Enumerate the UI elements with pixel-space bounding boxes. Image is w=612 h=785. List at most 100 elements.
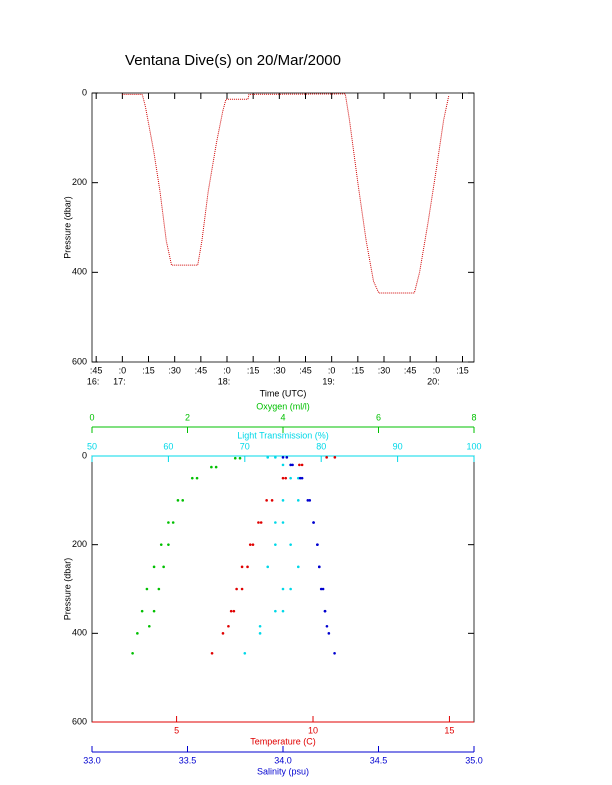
x-tick-label: :45	[195, 365, 208, 375]
x-tick-label: :15	[352, 365, 365, 375]
data-point	[281, 521, 285, 524]
data-point	[246, 565, 249, 569]
data-point	[319, 587, 323, 591]
x-tick-label: :15	[247, 365, 260, 375]
data-point	[289, 463, 292, 467]
data-point	[289, 587, 292, 591]
data-point	[289, 543, 292, 546]
x-tick-label: :30	[273, 365, 286, 375]
x-tick-label: 6	[376, 412, 381, 422]
data-point	[145, 587, 149, 591]
data-point	[316, 543, 319, 546]
x-tick-label: :15	[142, 365, 155, 375]
data-point	[281, 476, 285, 480]
pressure-line	[122, 93, 450, 294]
x-hour-label: 16:	[87, 376, 100, 386]
x-tick-label: 15	[444, 725, 454, 735]
data-point	[238, 456, 242, 460]
x-axis-label: Oxygen (ml/l)	[256, 401, 310, 411]
data-point	[281, 609, 285, 613]
y-tick-label: 200	[72, 539, 87, 549]
y-axis-label: Pressure (dbar)	[62, 558, 72, 621]
data-point	[243, 651, 247, 655]
data-point	[327, 632, 331, 635]
data-point	[240, 587, 244, 591]
x-tick-label: 35.0	[465, 755, 483, 765]
data-point	[221, 632, 225, 635]
data-point	[152, 565, 156, 569]
data-point	[235, 587, 238, 591]
x-tick-label: 70	[240, 441, 250, 451]
data-point	[227, 624, 230, 628]
data-point	[291, 463, 294, 467]
data-point	[240, 565, 244, 569]
data-point	[181, 499, 185, 502]
x-tick-label: :15	[456, 365, 469, 375]
data-point	[289, 476, 292, 480]
y-tick-label: 400	[72, 267, 87, 277]
data-point	[298, 463, 301, 467]
y-tick-label: 400	[72, 628, 87, 638]
x-axis-label: Time (UTC)	[260, 388, 307, 398]
y-tick-label: 0	[82, 450, 87, 460]
data-point	[270, 499, 274, 502]
data-point	[157, 587, 161, 591]
x-tick-label: :45	[299, 365, 312, 375]
data-point	[298, 476, 302, 480]
x-tick-label: :30	[378, 365, 391, 375]
data-point	[333, 651, 336, 655]
data-point	[251, 543, 255, 546]
chart-title: Ventana Dive(s) on 20/Mar/2000	[125, 52, 341, 69]
data-point	[296, 476, 300, 480]
data-point	[131, 651, 134, 655]
x-tick-label: 33.5	[179, 755, 197, 765]
data-point	[274, 521, 277, 524]
x-tick-label: 33.0	[83, 755, 101, 765]
x-hour-label: 17:	[113, 376, 126, 386]
x-axis-label: Salinity (psu)	[257, 766, 309, 776]
data-point	[317, 565, 321, 569]
data-point	[210, 465, 213, 469]
y-tick-label: 0	[82, 87, 87, 97]
y-tick-label: 600	[72, 716, 87, 726]
data-point	[136, 632, 139, 635]
data-point	[159, 543, 163, 546]
x-tick-label: 2	[185, 412, 190, 422]
data-point	[312, 521, 315, 524]
y-axis-label: Pressure (dbar)	[62, 196, 72, 259]
data-point	[176, 499, 180, 502]
data-point	[296, 499, 300, 502]
data-point	[323, 609, 327, 613]
x-hour-label: 18:	[218, 376, 231, 386]
data-point	[285, 456, 289, 459]
x-tick-label: :45	[404, 365, 417, 375]
x-tick-label: 34.0	[274, 755, 292, 765]
data-point	[171, 521, 175, 524]
data-point	[190, 476, 194, 480]
plot-frame	[91, 92, 475, 363]
data-point	[274, 543, 277, 546]
data-point	[274, 456, 277, 459]
x-tick-label: 4	[280, 412, 285, 422]
x-tick-label: :0	[119, 365, 127, 375]
x-hour-label: 20:	[427, 376, 440, 386]
data-point	[195, 476, 199, 480]
data-point	[167, 521, 170, 524]
x-tick-label: 100	[466, 441, 481, 451]
data-point	[333, 456, 337, 459]
data-point	[266, 456, 270, 459]
data-point	[152, 609, 156, 613]
data-point	[274, 609, 277, 613]
x-tick-label: 50	[87, 441, 97, 451]
x-tick-label: :45	[90, 365, 103, 375]
y-tick-label: 200	[72, 177, 87, 187]
data-point	[306, 499, 310, 502]
data-point	[308, 499, 312, 502]
data-point	[266, 565, 270, 569]
data-point	[232, 609, 236, 613]
data-point	[300, 476, 304, 480]
data-point	[248, 543, 252, 546]
x-axis-label: Temperature (C)	[250, 736, 316, 746]
data-point	[140, 609, 144, 613]
